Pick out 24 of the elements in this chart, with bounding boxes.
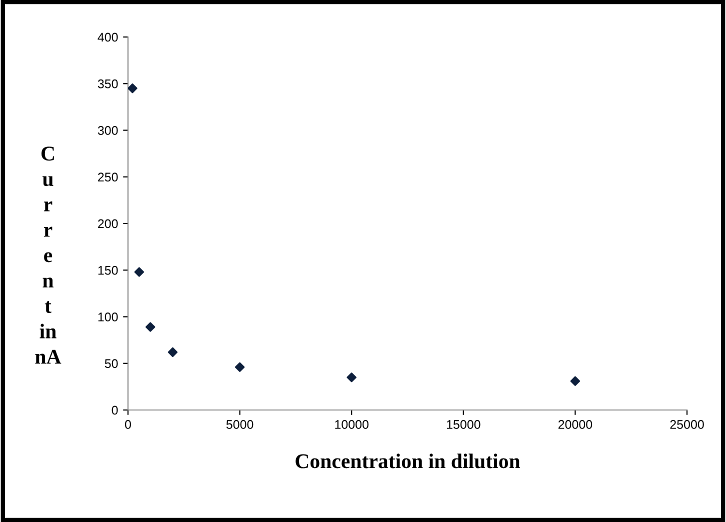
point — [570, 376, 580, 386]
y-tick-label: 150 — [98, 266, 118, 275]
text: Current in nA — [35, 146, 62, 364]
x-tick-label: 10000 — [335, 420, 368, 429]
y-tick-label: 350 — [98, 79, 118, 88]
point — [128, 83, 138, 94]
x-tick-label: 20000 — [558, 420, 592, 429]
x-axis-title: Concentration in dilution — [296, 454, 520, 468]
y-tick-label: 0 — [112, 406, 118, 415]
x-tick-label: 0 — [125, 420, 131, 429]
y-tick-label: 250 — [98, 172, 118, 182]
x-tick-label: 5000 — [226, 420, 254, 429]
y-tick-label: 50 — [104, 359, 118, 368]
point — [146, 322, 156, 332]
y-tick-label: 300 — [98, 126, 118, 135]
point — [134, 267, 144, 277]
x-tick-label: 25000 — [670, 420, 704, 429]
y-tick-label: 200 — [98, 219, 118, 228]
y-tick-label: 100 — [98, 312, 118, 322]
y-tick-label: 400 — [98, 32, 118, 42]
point — [234, 362, 245, 372]
x-tick-label: 15000 — [446, 420, 480, 429]
point — [168, 347, 178, 358]
point — [346, 372, 356, 382]
